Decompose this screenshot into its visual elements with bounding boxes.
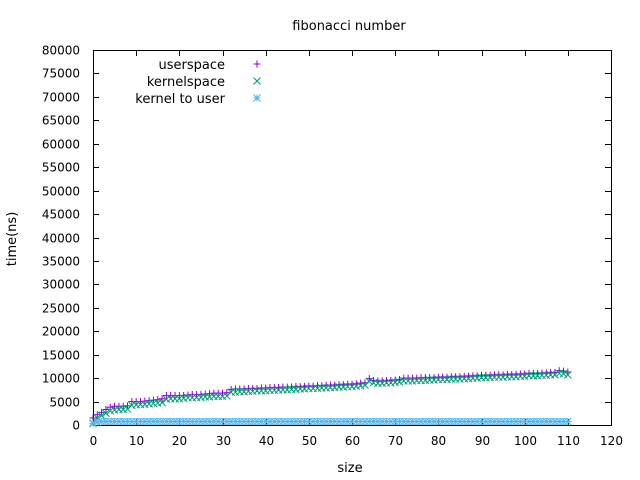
data-point (124, 402, 132, 410)
data-point (563, 417, 572, 426)
y-tick-label: 30000 (42, 278, 80, 292)
data-point (563, 370, 572, 379)
x-tick-label: 60 (345, 434, 360, 448)
y-tick-label: 60000 (42, 138, 80, 152)
y-tick-label: 50000 (42, 185, 80, 199)
y-axis: 0 5000 10000 15000 20000 25000 30000 35000 40000… (42, 44, 611, 433)
x-tick-label: 120 (600, 434, 623, 448)
x-tick-label: 30 (216, 434, 231, 448)
legend-marker (253, 94, 261, 102)
data-point (154, 396, 162, 404)
legend-marker (253, 60, 261, 68)
data-point (106, 403, 114, 411)
legend: userspace kernelspace kernel to user (135, 58, 261, 107)
data-point (97, 411, 106, 420)
y-tick-label: 25000 (42, 302, 80, 316)
series-kernel-to-user (89, 417, 572, 428)
x-axis-title: size (337, 461, 362, 476)
data-point (158, 398, 166, 407)
y-tick-label: 15000 (42, 349, 80, 363)
x-tick-label: 110 (557, 434, 580, 448)
y-tick-label: 45000 (42, 208, 80, 222)
y-axis-title: time(ns) (5, 212, 20, 267)
y-tick-label: 65000 (42, 114, 80, 128)
data-point (98, 408, 106, 416)
series-userspace (89, 367, 572, 422)
y-tick-label: 80000 (42, 44, 80, 58)
chart-title: fibonacci number (292, 19, 406, 34)
legend-label: kernelspace (147, 75, 225, 90)
y-tick-label: 5000 (49, 396, 80, 410)
x-tick-label: 70 (388, 434, 403, 448)
x-tick-label: 40 (259, 434, 274, 448)
x-tick-label: 10 (129, 434, 144, 448)
data-point (102, 409, 110, 418)
x-tick-label: 20 (172, 434, 187, 448)
x-axis: 0 10 20 30 40 50 60 70 80 90 100 110 120 (90, 50, 623, 448)
legend-label: userspace (159, 58, 226, 73)
x-tick-label: 50 (302, 434, 317, 448)
legend-label: kernel to user (135, 92, 225, 107)
x-tick-label: 90 (475, 434, 490, 448)
data-point (158, 395, 166, 403)
legend-marker (253, 77, 261, 85)
y-tick-label: 0 (72, 419, 80, 433)
y-tick-label: 20000 (42, 325, 80, 339)
series-layer (89, 367, 572, 428)
x-tick-label: 0 (90, 434, 98, 448)
data-point (93, 411, 101, 419)
y-tick-label: 40000 (42, 232, 80, 246)
data-point (223, 389, 231, 397)
data-point (365, 377, 374, 386)
y-tick-label: 75000 (42, 67, 80, 81)
y-tick-label: 10000 (42, 372, 80, 386)
x-tick-label: 100 (514, 434, 537, 448)
y-tick-label: 35000 (42, 255, 80, 269)
data-point (551, 370, 559, 379)
y-tick-label: 70000 (42, 91, 80, 105)
y-tick-label: 55000 (42, 161, 80, 175)
x-tick-label: 80 (431, 434, 446, 448)
